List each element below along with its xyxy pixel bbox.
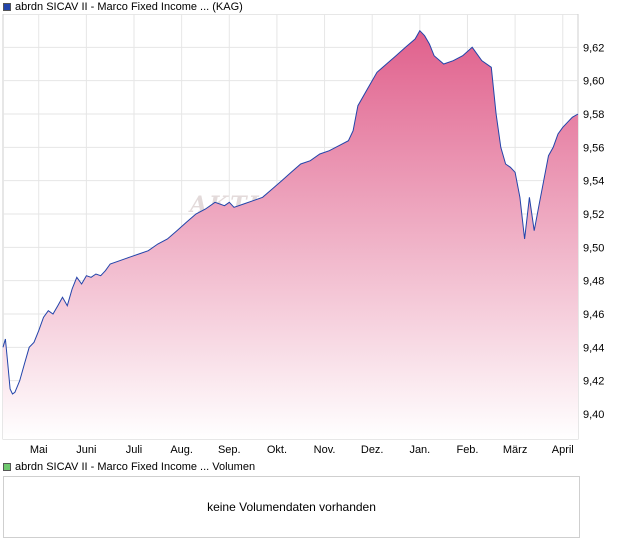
no-volume-message: keine Volumendaten vorhanden bbox=[207, 500, 376, 514]
x-tick-label: Feb. bbox=[456, 444, 478, 456]
volume-legend: abrdn SICAV II - Marco Fixed Income ... … bbox=[3, 460, 255, 474]
y-tick-label: 9,40 bbox=[583, 409, 604, 421]
x-tick-label: Juni bbox=[76, 444, 96, 456]
price-line bbox=[2, 29, 579, 395]
y-tick-label: 9,50 bbox=[583, 242, 604, 254]
x-tick-label: Sep. bbox=[218, 444, 241, 456]
x-tick-label: Okt. bbox=[267, 444, 287, 456]
y-tick-label: 9,46 bbox=[583, 309, 604, 321]
x-tick-label: Dez. bbox=[361, 444, 384, 456]
y-tick-label: 9,60 bbox=[583, 76, 604, 88]
y-tick-label: 9,58 bbox=[583, 109, 604, 121]
x-tick-label: Jan. bbox=[409, 444, 430, 456]
x-tick-label: Nov. bbox=[314, 444, 336, 456]
volume-legend-label: abrdn SICAV II - Marco Fixed Income ... … bbox=[15, 461, 256, 473]
x-tick-label: April bbox=[552, 444, 574, 456]
volume-panel: keine Volumendaten vorhanden bbox=[3, 476, 580, 538]
price-chart: AKTIEN 9,409,429,449,469,489,509,529,549… bbox=[2, 14, 604, 456]
price-legend: abrdn SICAV II - Marco Fixed Income ... … bbox=[3, 0, 243, 14]
y-tick-label: 9,62 bbox=[583, 42, 604, 54]
price-legend-label: abrdn SICAV II - Marco Fixed Income ... … bbox=[15, 1, 243, 13]
y-tick-label: 9,56 bbox=[583, 142, 604, 154]
price-area-fill bbox=[3, 30, 578, 439]
y-tick-label: 9,48 bbox=[583, 276, 604, 288]
x-tick-label: Mai bbox=[30, 444, 48, 456]
y-tick-label: 9,44 bbox=[583, 342, 604, 354]
y-tick-label: 9,54 bbox=[583, 176, 604, 188]
x-tick-label: Aug. bbox=[170, 444, 193, 456]
y-tick-label: 9,52 bbox=[583, 209, 604, 221]
x-axis: Mai Juni Juli Aug. Sep. Okt. Nov. Dez. Jan. Feb. M… bbox=[30, 444, 574, 456]
x-tick-label: März bbox=[503, 444, 527, 456]
x-tick-label: Juli bbox=[126, 444, 143, 456]
price-legend-swatch bbox=[3, 3, 11, 11]
volume-legend-swatch bbox=[3, 463, 11, 471]
y-axis: 9,40 9,42 9,44 9,46 9,48 9,50 9,52 9,54 9,56 9,58… bbox=[583, 42, 604, 421]
y-tick-label: 9,42 bbox=[583, 376, 604, 388]
